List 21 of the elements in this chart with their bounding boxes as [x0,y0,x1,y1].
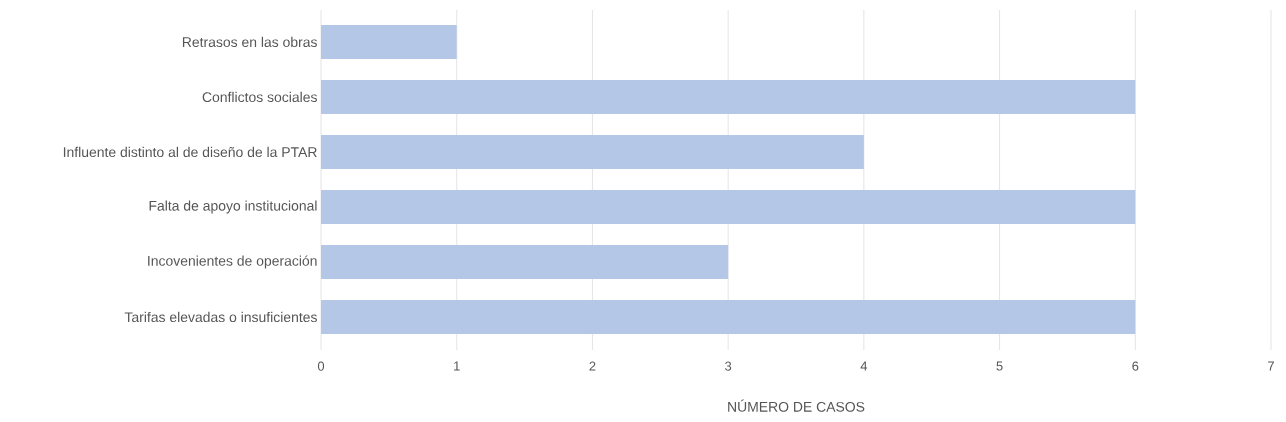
bar [321,244,729,279]
bar [321,79,1136,114]
x-tick-label: 0 [317,361,325,371]
x-tick-label: 2 [589,361,596,371]
y-tick-label: Incovenientes de operación [148,255,317,269]
y-tick-label: Influente distinto al de diseño de la PTAR [63,146,317,158]
x-tick-label: 3 [725,361,732,371]
x-tick-label: 4 [860,361,868,371]
y-tick-label: Falta de apoyo institucional [149,200,317,214]
x-tick-label: 1 [454,361,460,371]
bar [321,134,864,169]
y-tick-label: Conflictos sociales [202,91,317,103]
x-tick-label: 7 [1268,361,1274,371]
y-tick-label: Tarifas elevadas o insuficientes [124,311,317,323]
x-tick-label: 5 [996,361,1003,371]
bar [321,300,1136,334]
x-axis-title: NÚMERO DE CASOS [728,399,865,412]
bar [321,189,1136,224]
bar [321,24,457,59]
y-tick-label: Retrasos en las obras [182,36,317,48]
x-tick-label: 6 [1132,361,1139,371]
